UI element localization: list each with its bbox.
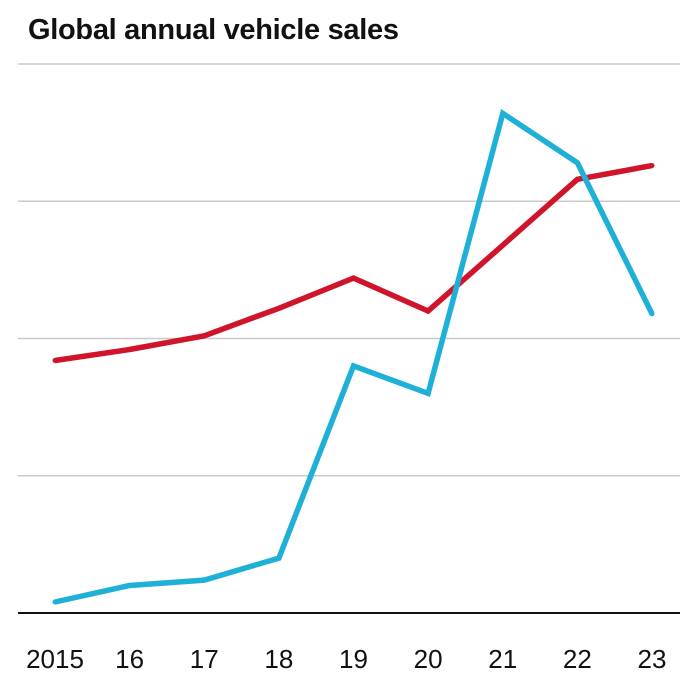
series-0-point-6 bbox=[500, 242, 506, 248]
chart-title: Global annual vehicle sales bbox=[28, 14, 399, 46]
x-tick-label: 19 bbox=[339, 644, 368, 674]
series-0-point-0 bbox=[52, 357, 58, 363]
series-1-point-4 bbox=[351, 363, 356, 369]
x-tick-label: 23 bbox=[638, 644, 667, 674]
series-1-point-8 bbox=[649, 311, 655, 317]
x-tick-label: 2015 bbox=[26, 644, 84, 674]
series-0-point-7 bbox=[574, 176, 580, 182]
series-lines bbox=[52, 108, 655, 605]
series-1-point-0 bbox=[52, 599, 58, 605]
x-tick-label: 21 bbox=[488, 644, 517, 674]
series-0-point-5 bbox=[425, 308, 431, 314]
x-tick-label: 17 bbox=[190, 644, 219, 674]
series-0-point-4 bbox=[351, 275, 356, 281]
series-1-point-2 bbox=[201, 577, 207, 583]
series-1-point-5 bbox=[425, 390, 431, 396]
x-tick-label: 18 bbox=[264, 644, 293, 674]
x-tick-label: 16 bbox=[115, 644, 144, 674]
series-line-0 bbox=[54, 162, 653, 364]
x-axis-ticks: 2015 16 17 18 19 20 21 22 23 bbox=[26, 644, 666, 674]
x-tick-label: 22 bbox=[563, 644, 592, 674]
x-tick-label: 20 bbox=[414, 644, 443, 674]
series-0-point-1 bbox=[127, 346, 133, 352]
series-1-point-3 bbox=[276, 555, 282, 561]
series-0-point-2 bbox=[201, 333, 207, 339]
series-1-point-6 bbox=[500, 110, 506, 116]
series-1-point-1 bbox=[127, 583, 133, 589]
series-0-point-8 bbox=[649, 163, 655, 169]
series-1-point-7 bbox=[574, 160, 580, 166]
series-0-point-3 bbox=[276, 305, 282, 311]
series-line-1 bbox=[54, 108, 655, 605]
gridlines bbox=[18, 63, 680, 614]
